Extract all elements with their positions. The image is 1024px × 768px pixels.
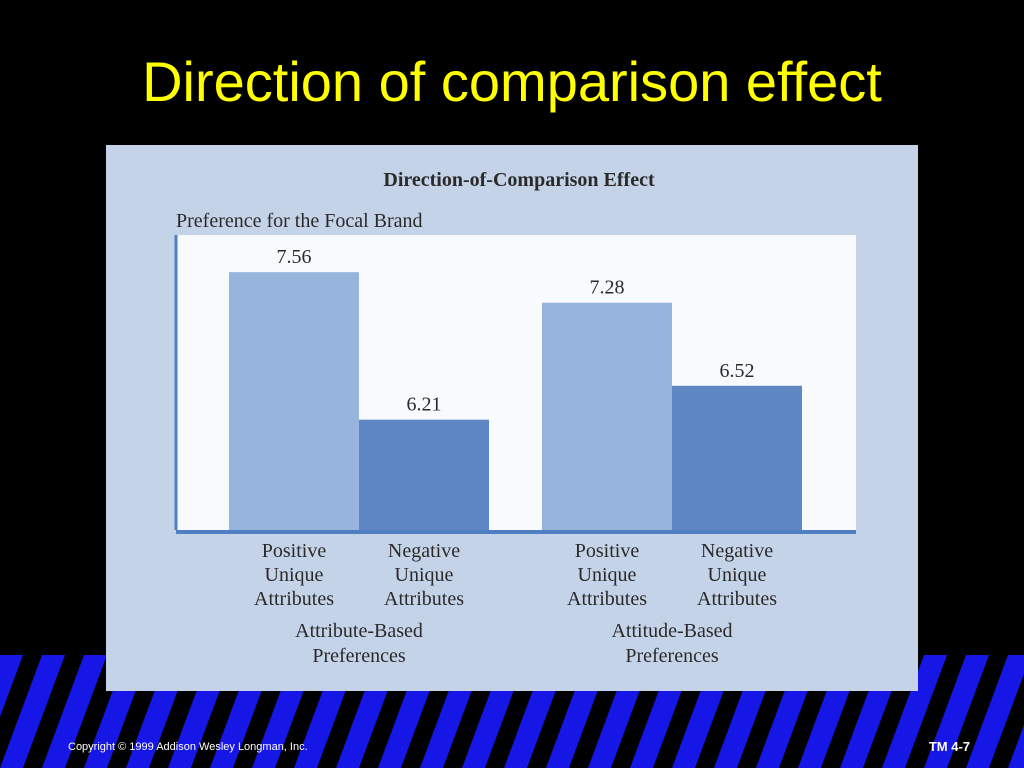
data-label: 6.52: [720, 360, 755, 382]
data-label: 7.56: [277, 246, 312, 268]
bar: [359, 419, 489, 530]
bar: [229, 272, 359, 530]
copyright-notice: Copyright © 1999 Addison Wesley Longman,…: [68, 741, 308, 753]
bar-category-label: Unique: [265, 564, 324, 586]
bar-category-label: Attributes: [697, 588, 777, 610]
bar-category-label: Negative: [701, 540, 773, 562]
bar-category-label: Positive: [575, 540, 640, 562]
stripe: [924, 655, 989, 768]
group-label: Attribute-Based: [295, 620, 423, 642]
bar-category-label: Attributes: [567, 588, 647, 610]
bar-category-label: Negative: [388, 540, 460, 562]
stripe: [0, 655, 65, 768]
stripe: [1008, 724, 1024, 768]
stripe: [966, 655, 1024, 768]
y-axis-label: Preference for the Focal Brand: [176, 210, 423, 232]
group-label: Preferences: [625, 645, 718, 667]
bar-category-label: Unique: [578, 564, 637, 586]
bar-category-label: Attributes: [384, 588, 464, 610]
bar: [542, 302, 672, 530]
stripe: [42, 655, 107, 768]
data-label: 7.28: [590, 277, 625, 299]
stripe: [882, 655, 947, 768]
bar: [672, 385, 802, 530]
data-label: 6.21: [407, 394, 442, 416]
chart-panel: Direction-of-Comparison Effect Preferenc…: [106, 145, 918, 691]
plot-area: 7.56PositiveUniqueAttributes6.21Negative…: [174, 235, 856, 667]
bar-chart: Direction-of-Comparison Effect Preferenc…: [174, 169, 856, 667]
bar-category-label: Positive: [262, 540, 327, 562]
slide-title: Direction of comparison effect: [142, 50, 882, 113]
group-label: Attitude-Based: [611, 620, 732, 642]
bar-category-label: Unique: [708, 564, 767, 586]
slide-number: TM 4-7: [928, 739, 970, 754]
group-label: Preferences: [312, 645, 405, 667]
bar-category-label: Unique: [395, 564, 454, 586]
chart-title: Direction-of-Comparison Effect: [383, 169, 655, 191]
bar-category-label: Attributes: [254, 588, 334, 610]
